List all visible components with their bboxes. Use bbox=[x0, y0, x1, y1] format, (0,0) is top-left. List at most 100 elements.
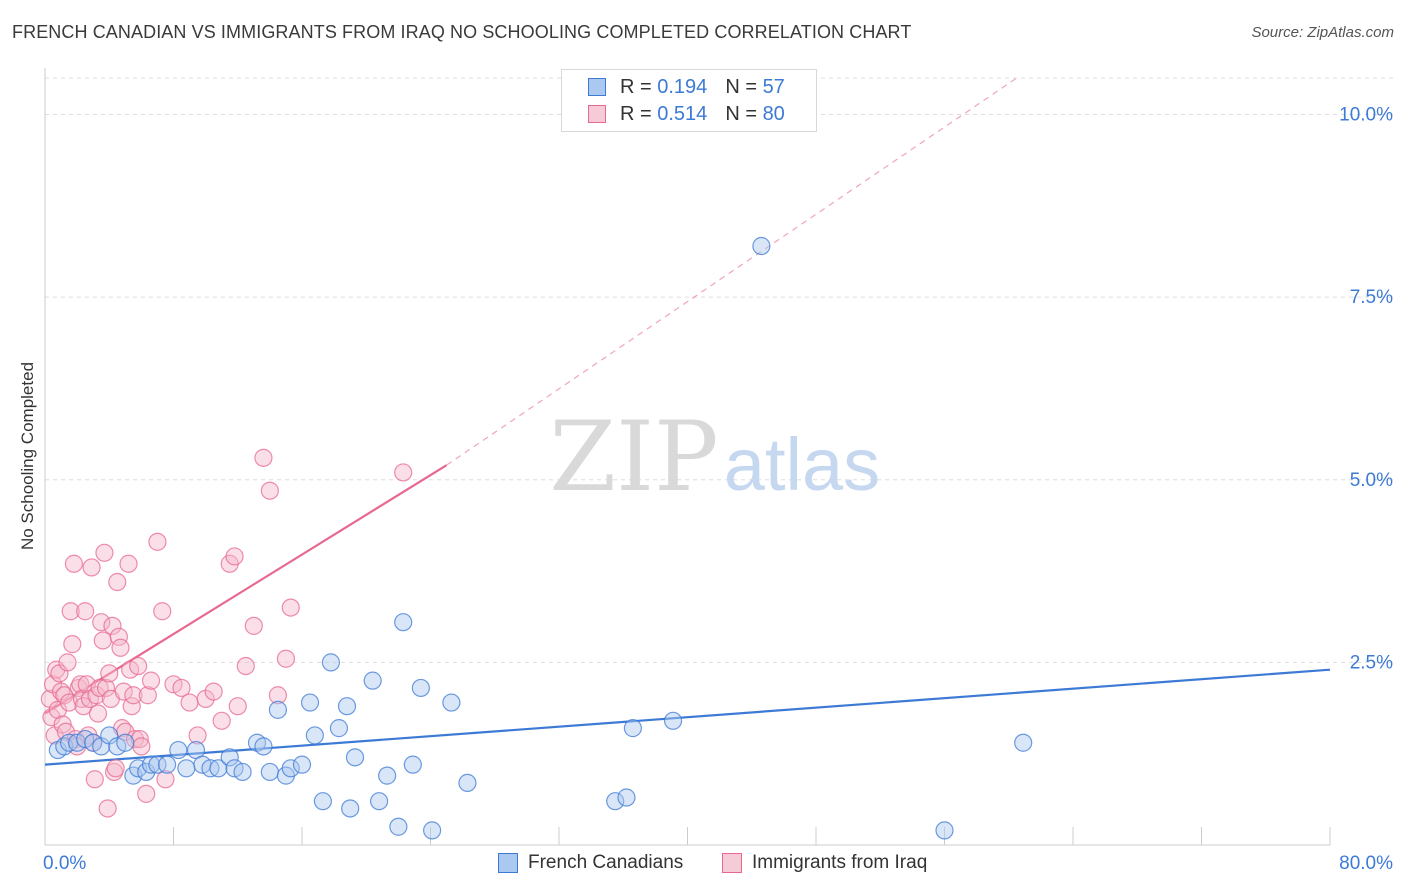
point-french-canadian bbox=[305, 726, 324, 745]
point-french-canadian bbox=[209, 759, 228, 778]
axes bbox=[44, 68, 1331, 846]
point-french-canadian bbox=[411, 678, 430, 698]
point-immigrants-from-iraq bbox=[268, 686, 288, 705]
point-immigrants-from-iraq bbox=[108, 572, 127, 592]
point-immigrants-from-iraq bbox=[58, 653, 77, 672]
legend-n-label: N = bbox=[725, 102, 757, 125]
point-french-canadian bbox=[313, 792, 332, 811]
point-immigrants-from-iraq bbox=[124, 686, 143, 705]
point-immigrants-from-iraq bbox=[64, 554, 84, 573]
point-immigrants-from-iraq bbox=[88, 704, 108, 723]
point-immigrants-from-iraq bbox=[260, 481, 279, 500]
point-immigrants-from-iraq bbox=[153, 602, 172, 621]
point-immigrants-from-iraq bbox=[188, 726, 207, 745]
point-immigrants-from-iraq bbox=[180, 693, 199, 712]
point-french-canadian bbox=[254, 737, 273, 756]
point-immigrants-from-iraq bbox=[114, 682, 133, 701]
x-tick-label-max: 80.0% bbox=[1339, 853, 1393, 874]
point-french-canadian bbox=[116, 733, 135, 752]
gridlines bbox=[45, 77, 1393, 663]
tick-labels: 2.5% 5.0% 7.5% 10.0% 0.0% 80.0% bbox=[43, 105, 1393, 874]
point-french-canadian bbox=[169, 740, 188, 760]
point-french-canadian bbox=[394, 613, 413, 632]
watermark-atlas: atlas bbox=[724, 423, 880, 506]
legend-n-label: N = bbox=[725, 75, 757, 98]
legend-swatch-blue bbox=[498, 853, 518, 873]
point-french-canadian bbox=[403, 755, 422, 774]
y-tick-label: 7.5% bbox=[1350, 287, 1393, 308]
point-french-canadian bbox=[148, 755, 167, 774]
point-immigrants-from-iraq bbox=[106, 759, 125, 778]
point-immigrants-from-iraq bbox=[90, 678, 109, 698]
point-immigrants-from-iraq bbox=[96, 678, 116, 698]
point-immigrants-from-iraq bbox=[228, 697, 247, 716]
trendline-immigrants-from-iraq bbox=[44, 464, 448, 715]
point-immigrants-from-iraq bbox=[276, 649, 296, 668]
point-french-canadian bbox=[321, 653, 341, 672]
watermark: ZIP atlas bbox=[549, 401, 880, 513]
trendline-french-canadians bbox=[44, 668, 1331, 766]
point-french-canadian bbox=[329, 719, 349, 738]
point-immigrants-from-iraq bbox=[236, 656, 255, 676]
point-french-canadian bbox=[423, 821, 442, 840]
point-french-canadian bbox=[220, 748, 239, 767]
legend-series-name: Immigrants from Iraq bbox=[752, 852, 928, 873]
y-tick-label: 5.0% bbox=[1350, 470, 1393, 491]
series-french-canadians bbox=[48, 236, 1033, 840]
point-french-canadian bbox=[623, 719, 642, 738]
legend-swatch-pink bbox=[722, 853, 742, 873]
point-french-canadian bbox=[260, 762, 279, 782]
point-french-canadian bbox=[370, 792, 389, 811]
point-french-canadian bbox=[233, 762, 252, 782]
point-french-canadian bbox=[752, 236, 771, 256]
point-immigrants-from-iraq bbox=[82, 558, 101, 577]
point-french-canadian bbox=[300, 693, 320, 712]
point-immigrants-from-iraq bbox=[61, 602, 80, 621]
correlation-legend: R = 0.194 N = 57 R = 0.514 N = 80 bbox=[561, 69, 817, 132]
series-legend-french-canadians: French Canadians bbox=[498, 852, 683, 874]
point-french-canadian bbox=[292, 755, 312, 774]
point-french-canadian bbox=[345, 748, 365, 767]
point-french-canadian bbox=[157, 755, 177, 774]
point-immigrants-from-iraq bbox=[119, 554, 138, 573]
legend-r-label: R = bbox=[620, 75, 652, 98]
point-french-canadian bbox=[341, 799, 360, 818]
point-immigrants-from-iraq bbox=[42, 708, 61, 727]
point-immigrants-from-iraq bbox=[148, 532, 167, 551]
point-french-canadian bbox=[141, 755, 161, 774]
point-immigrants-from-iraq bbox=[111, 638, 130, 657]
legend-row-blue: R = 0.194 N = 57 bbox=[588, 74, 785, 100]
legend-swatch-blue bbox=[588, 78, 606, 96]
legend-series-name: French Canadians bbox=[528, 852, 684, 873]
point-immigrants-from-iraq bbox=[103, 616, 122, 635]
point-immigrants-from-iraq bbox=[74, 697, 93, 716]
y-tick-label: 2.5% bbox=[1350, 652, 1393, 673]
point-immigrants-from-iraq bbox=[225, 547, 244, 566]
legend-row-pink: R = 0.514 N = 80 bbox=[588, 101, 785, 127]
point-french-canadian bbox=[458, 773, 477, 793]
point-french-canadian bbox=[337, 697, 357, 716]
trendlines bbox=[44, 77, 1331, 766]
point-immigrants-from-iraq bbox=[76, 602, 95, 621]
point-immigrants-from-iraq bbox=[130, 729, 149, 749]
point-french-canadian bbox=[268, 700, 288, 719]
point-french-canadian bbox=[606, 792, 625, 811]
watermark-zip: ZIP bbox=[549, 401, 718, 513]
point-immigrants-from-iraq bbox=[137, 784, 156, 803]
legend-r-label: R = bbox=[620, 102, 652, 125]
point-immigrants-from-iraq bbox=[95, 543, 114, 562]
point-immigrants-from-iraq bbox=[85, 770, 104, 789]
series-immigrants-from-iraq bbox=[40, 448, 413, 818]
source-label: Source: ZipAtlas.com bbox=[1251, 24, 1394, 41]
legend-r-value-pink: 0.514 bbox=[657, 102, 708, 125]
point-immigrants-from-iraq bbox=[71, 675, 90, 694]
point-immigrants-from-iraq bbox=[204, 682, 223, 701]
point-immigrants-from-iraq bbox=[132, 737, 151, 756]
point-immigrants-from-iraq bbox=[63, 635, 82, 654]
point-french-canadian bbox=[935, 821, 954, 840]
series-legend-immigrants-from-iraq: Immigrants from Iraq bbox=[722, 852, 927, 874]
trendline-iraq-extension bbox=[446, 77, 1018, 466]
point-immigrants-from-iraq bbox=[98, 799, 117, 818]
point-immigrants-from-iraq bbox=[156, 770, 175, 789]
